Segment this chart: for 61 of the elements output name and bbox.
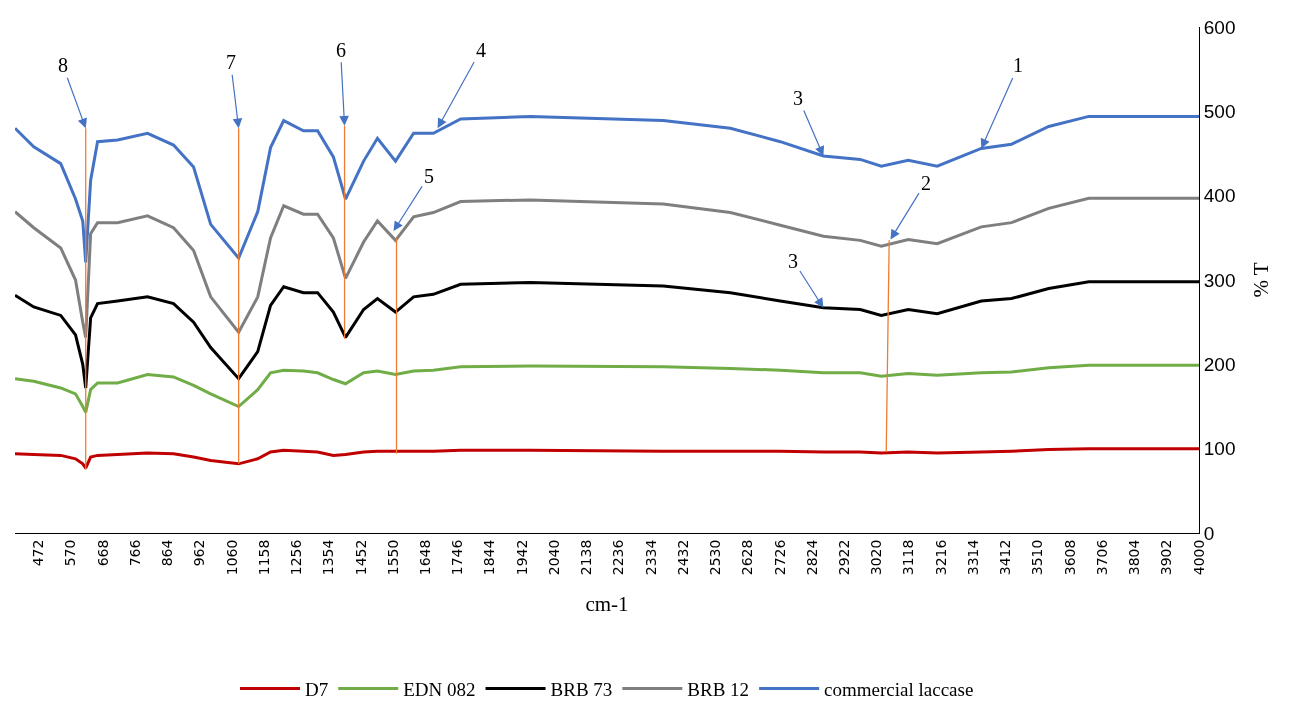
x-tick-label: 3216 bbox=[932, 539, 949, 576]
x-tick-label: 1746 bbox=[449, 539, 466, 576]
x-tick-label: 3118 bbox=[900, 539, 917, 576]
x-tick-label: 1648 bbox=[417, 539, 433, 576]
x-tick-label: 3412 bbox=[997, 539, 1014, 576]
x-tick-label: 668 bbox=[94, 539, 111, 567]
x-tick-label: 1256 bbox=[288, 539, 305, 576]
x-tick-label: 2334 bbox=[642, 539, 659, 576]
y-tick-label: 400 bbox=[1203, 185, 1236, 207]
line-series bbox=[15, 363, 1199, 414]
x-tick-label: 864 bbox=[159, 539, 176, 567]
annotation: 1 bbox=[1013, 54, 1023, 76]
y-tick-label: 300 bbox=[1203, 269, 1236, 291]
annotation: 8 bbox=[58, 54, 68, 76]
annotation: 4 bbox=[476, 39, 486, 61]
x-tick-label: 3020 bbox=[868, 539, 885, 576]
legend-label: BRB 73 bbox=[550, 678, 613, 700]
x-tick-label: 1942 bbox=[513, 539, 530, 576]
x-tick-label: 1844 bbox=[481, 539, 498, 576]
legend-label: EDN 082 bbox=[403, 678, 476, 700]
annotation: 3 bbox=[793, 87, 803, 109]
x-tick-label: 2628 bbox=[739, 539, 756, 576]
line-series bbox=[15, 447, 1199, 470]
annotation: 2 bbox=[921, 172, 931, 194]
x-tick-label: 3510 bbox=[1029, 539, 1046, 576]
annotation: 7 bbox=[226, 51, 236, 73]
x-tick-label: 2824 bbox=[803, 539, 820, 576]
annotation: 6 bbox=[336, 39, 346, 61]
annotation: 5 bbox=[424, 165, 434, 187]
x-tick-label: 1060 bbox=[223, 539, 240, 576]
x-tick-label: 766 bbox=[126, 539, 143, 567]
annotation: 3 bbox=[788, 250, 798, 272]
x-tick-label: 1158 bbox=[255, 539, 272, 576]
x-tick-label: 2040 bbox=[545, 539, 562, 576]
x-tick-label: 3608 bbox=[1061, 539, 1078, 576]
legend-label: commercial laccase bbox=[824, 678, 974, 700]
x-tick-label: 570 bbox=[62, 539, 79, 567]
x-tick-label: 1354 bbox=[320, 539, 337, 576]
y-tick-label: 200 bbox=[1203, 353, 1236, 375]
y-tick-label: 500 bbox=[1203, 100, 1236, 122]
x-tick-label: 2432 bbox=[674, 539, 691, 576]
legend-label: D7 bbox=[305, 678, 329, 700]
x-tick-label: 1550 bbox=[384, 539, 401, 576]
x-tick-label: 472 bbox=[30, 539, 47, 567]
y-axis-title: % T bbox=[1248, 262, 1273, 298]
x-tick-label: 3314 bbox=[964, 539, 981, 576]
x-tick-label: 3902 bbox=[1158, 539, 1175, 576]
x-tick-label: 3706 bbox=[1093, 539, 1110, 576]
x-tick-label: 2236 bbox=[610, 539, 627, 576]
line-series bbox=[15, 196, 1199, 339]
x-tick-label: 2138 bbox=[578, 539, 595, 576]
x-tick-label: 2726 bbox=[771, 539, 788, 576]
x-axis-title: cm-1 bbox=[585, 592, 629, 617]
x-tick-label: 962 bbox=[191, 539, 208, 567]
x-tick-label: 2922 bbox=[836, 539, 853, 576]
legend-label: BRB 12 bbox=[687, 678, 750, 700]
x-tick-label: 3804 bbox=[1126, 539, 1143, 576]
y-tick-label: 600 bbox=[1203, 16, 1236, 38]
y-tick-label: 100 bbox=[1203, 438, 1236, 460]
x-tick-label: 2530 bbox=[707, 539, 724, 576]
x-tick-label: 1452 bbox=[352, 539, 369, 576]
